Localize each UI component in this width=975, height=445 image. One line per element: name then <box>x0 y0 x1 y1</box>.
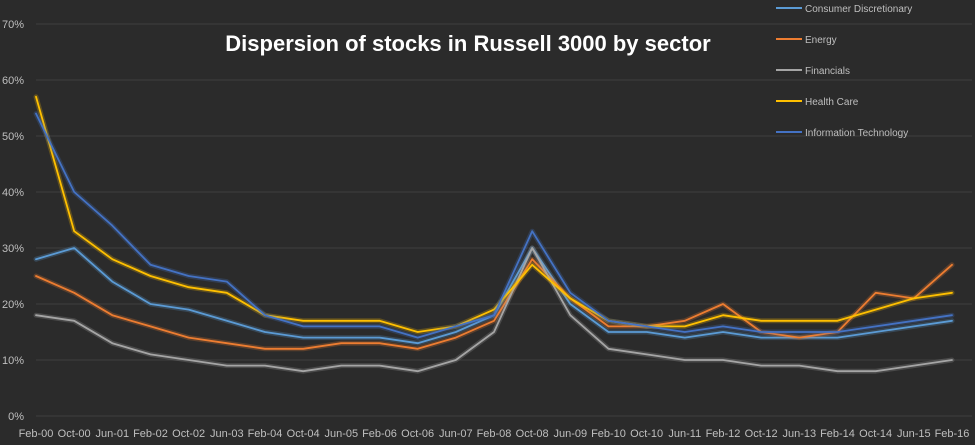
y-axis-ticks: 0% 10% 20% 30% 40% 50% 60% 70% <box>2 19 24 423</box>
y-tick-label: 10% <box>2 355 24 367</box>
series-line-health-care <box>35 95 953 333</box>
x-tick-label: Oct-02 <box>172 428 205 440</box>
x-tick-label: Jun-05 <box>325 428 359 440</box>
x-tick-label: Jun-15 <box>897 428 931 440</box>
x-tick-label: Feb-16 <box>935 428 970 440</box>
legend-label: Financials <box>805 66 850 77</box>
x-tick-label: Feb-02 <box>133 428 168 440</box>
x-tick-label: Oct-14 <box>859 428 892 440</box>
series-line-financials <box>35 247 953 373</box>
series-line-information-technology <box>35 112 953 339</box>
x-tick-label: Jun-07 <box>439 428 473 440</box>
x-tick-label: Oct-10 <box>630 428 663 440</box>
x-axis-ticks: Feb-00 Oct-00 Jun-01 Feb-02 Oct-02 Jun-03 Feb-… <box>19 428 970 440</box>
legend-label: Information Technology <box>805 128 908 139</box>
x-tick-label: Jun-03 <box>210 428 244 440</box>
y-tick-label: 50% <box>2 131 24 143</box>
series-line-energy <box>35 258 953 350</box>
x-tick-label: Jun-01 <box>96 428 130 440</box>
x-tick-label: Feb-14 <box>820 428 855 440</box>
y-tick-label: 60% <box>2 75 24 87</box>
x-tick-label: Jun-13 <box>783 428 817 440</box>
x-tick-label: Feb-00 <box>19 428 54 440</box>
x-tick-label: Jun-09 <box>554 428 588 440</box>
x-tick-label: Jun-11 <box>668 428 701 440</box>
chart-title: Dispersion of stocks in Russell 3000 by … <box>225 31 711 56</box>
x-tick-label: Oct-12 <box>745 428 778 440</box>
y-tick-label: 40% <box>2 187 24 199</box>
x-tick-label: Oct-06 <box>401 428 434 440</box>
y-tick-label: 20% <box>2 299 24 311</box>
legend: Consumer Discretionary Energy Financials He… <box>776 4 912 139</box>
y-tick-label: 0% <box>8 411 24 423</box>
x-tick-label: Oct-08 <box>516 428 549 440</box>
y-tick-label: 30% <box>2 243 24 255</box>
legend-label: Energy <box>805 35 837 46</box>
x-tick-label: Feb-08 <box>477 428 512 440</box>
x-tick-label: Oct-00 <box>58 428 91 440</box>
series-lines <box>33 94 955 374</box>
x-tick-label: Feb-10 <box>591 428 626 440</box>
x-tick-label: Feb-12 <box>706 428 741 440</box>
x-tick-label: Feb-04 <box>248 428 283 440</box>
y-tick-label: 70% <box>2 19 24 31</box>
legend-label: Health Care <box>805 97 859 108</box>
legend-label: Consumer Discretionary <box>805 4 912 15</box>
x-tick-label: Feb-06 <box>362 428 397 440</box>
x-tick-label: Oct-04 <box>287 428 320 440</box>
